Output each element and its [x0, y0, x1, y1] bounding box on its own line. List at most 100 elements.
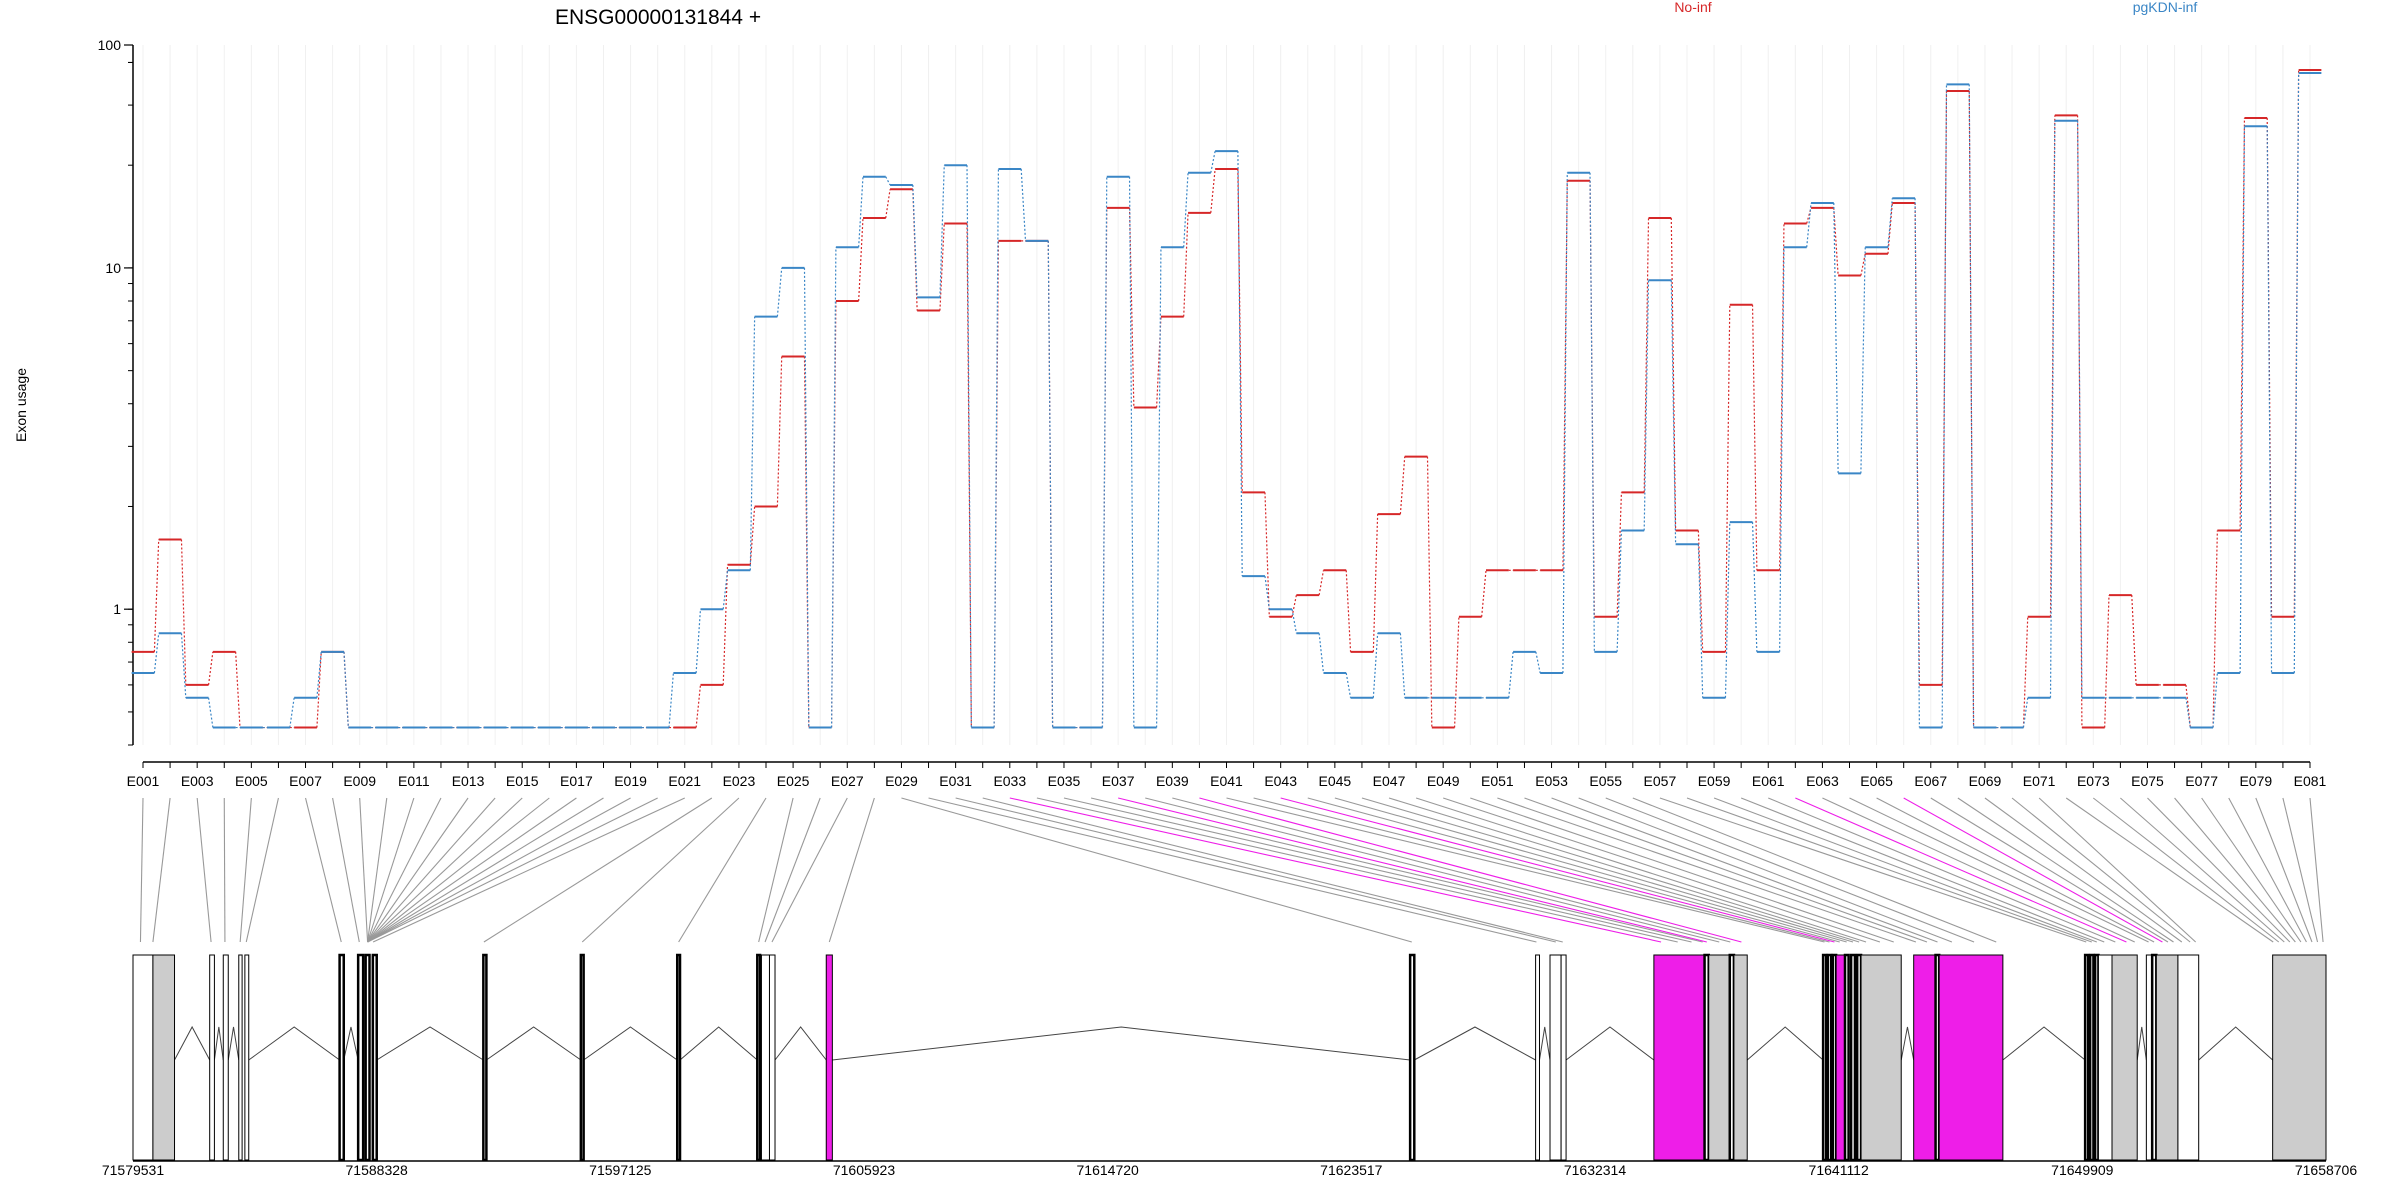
series-connector	[1156, 247, 1162, 728]
exon-link-line	[367, 797, 496, 943]
x-tick-label: E023	[723, 773, 756, 789]
series-connector	[1724, 304, 1731, 652]
exon-link-line	[2228, 797, 2307, 943]
y-tick-label: 10	[105, 260, 121, 276]
exon-box	[1826, 953, 1833, 1162]
intron-line	[832, 1026, 1411, 1061]
exon-link-line	[1632, 797, 1997, 943]
x-tick-label: E009	[343, 773, 376, 789]
series-connector	[2212, 672, 2218, 728]
series-connector	[1562, 172, 1568, 674]
exon-link-line	[1388, 797, 1860, 943]
series-connector	[885, 189, 891, 219]
exon-link-line	[928, 797, 1537, 943]
series-connector	[207, 651, 214, 685]
x-tick-label: E035	[1048, 773, 1081, 789]
exon-link-line	[1930, 797, 2169, 943]
exon-link-line	[1876, 797, 2155, 943]
series-connector	[1372, 514, 1379, 652]
series-connector	[180, 633, 187, 698]
exon-link-line	[1849, 797, 2149, 943]
series-connector	[1101, 176, 1108, 728]
series-connector	[1860, 247, 1866, 474]
x-tick-label: E063	[1806, 773, 1839, 789]
x-tick-label: E021	[668, 773, 701, 789]
series-connector	[1887, 198, 1893, 248]
exon-link-line	[1578, 797, 1953, 943]
exon-link-line	[245, 797, 279, 943]
coord-tick-label: 71658706	[2295, 1162, 2358, 1178]
coord-tick-label: 71597125	[589, 1162, 652, 1178]
exon-link-line	[758, 797, 794, 943]
series-connector	[966, 223, 972, 728]
exon-link-line	[1984, 797, 2183, 943]
exon-box	[2097, 954, 2113, 1161]
intron-line	[227, 1026, 240, 1061]
series-connector	[2104, 595, 2110, 728]
exon-box	[1821, 953, 1828, 1162]
series-connector	[1751, 304, 1758, 571]
series-connector	[2049, 120, 2056, 698]
series-connector	[2266, 126, 2273, 674]
series-connector	[2049, 115, 2056, 617]
exon-box	[364, 953, 371, 1162]
exon-link-line	[1226, 797, 1825, 943]
x-tick-label: E015	[506, 773, 539, 789]
series-connector	[1508, 651, 1514, 698]
series-connector	[695, 609, 702, 674]
exon-link-line	[139, 797, 144, 943]
exon-box	[482, 953, 488, 1162]
exon-link-line	[1172, 797, 1731, 943]
series-connector	[1941, 84, 1948, 728]
series-connector	[1020, 168, 1027, 241]
exon-link-line	[901, 797, 1412, 943]
exon-link-line	[152, 797, 171, 943]
exon-box	[338, 953, 346, 1162]
exon-link-line	[1443, 797, 1881, 943]
series-connector	[1833, 207, 1839, 276]
series-connector	[316, 651, 322, 728]
intron-line	[486, 1026, 582, 1061]
exon-link-line	[367, 797, 577, 943]
intron-line	[174, 1025, 211, 1061]
exon-link-line	[367, 797, 442, 943]
exon-box	[238, 954, 243, 1161]
exon-link-line	[581, 797, 740, 943]
legend-pgkdn-inf: pgKDN-inf	[2133, 0, 2198, 15]
series-connector	[207, 697, 214, 728]
intron-line	[1746, 1026, 1824, 1061]
x-tick-label: E017	[560, 773, 593, 789]
series-connector	[1643, 218, 1650, 493]
series-connector	[1372, 633, 1379, 698]
exon-link-line	[1145, 797, 1720, 943]
exon-link-line	[367, 797, 658, 943]
exon-link-line	[678, 797, 767, 943]
series-connector	[2185, 697, 2191, 728]
coord-tick-label: 71641112	[1809, 1162, 1869, 1178]
exon-link-line	[2147, 797, 2291, 943]
series-connector	[2185, 684, 2191, 728]
series-connector	[1616, 530, 1623, 652]
series-pgkdn-inf	[131, 72, 2322, 729]
exon-link-line	[332, 797, 360, 943]
series-connector	[1237, 168, 1243, 493]
exon-link-line	[367, 797, 469, 943]
intron-line	[679, 1026, 758, 1061]
x-tick-label: E045	[1318, 773, 1351, 789]
series-connector	[1047, 240, 1054, 728]
exon-link-line	[1063, 797, 1692, 943]
series-connector	[1697, 530, 1704, 652]
exon-link-line	[1903, 797, 2163, 943]
series-connector	[1183, 172, 1189, 248]
series-connector	[1643, 280, 1650, 531]
exon-link-line	[1524, 797, 1928, 943]
x-tick-label: E071	[2023, 773, 2056, 789]
series-connector	[885, 176, 891, 186]
series-connector	[1751, 522, 1758, 652]
exon-link-line	[1199, 797, 1742, 943]
exon-link-line	[982, 797, 1563, 943]
exon-box	[222, 954, 229, 1161]
series-connector	[1453, 616, 1460, 728]
intron-line	[2136, 1026, 2147, 1061]
